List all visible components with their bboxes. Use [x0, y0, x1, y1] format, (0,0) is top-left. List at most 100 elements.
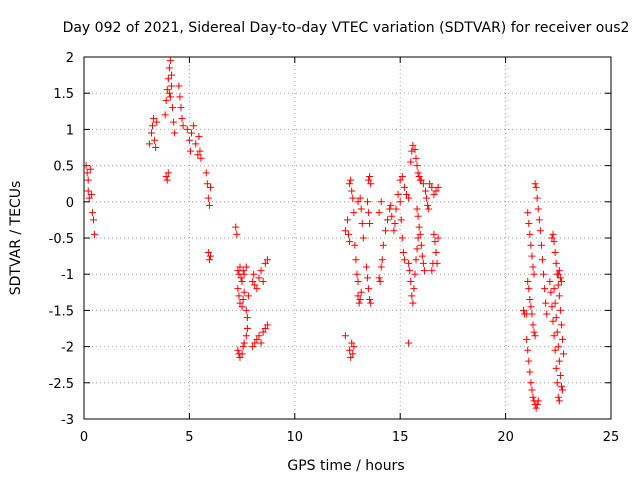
data-point [524, 277, 532, 285]
data-point [424, 201, 432, 209]
data-point [557, 277, 565, 285]
data-point [528, 310, 536, 318]
data-point [550, 238, 558, 246]
data-point [362, 263, 370, 271]
chart-title: Day 092 of 2021, Sidereal Day-to-day VTE… [63, 20, 630, 36]
data-point [550, 332, 558, 340]
data-point [366, 296, 374, 304]
data-point [341, 332, 349, 340]
data-point [530, 328, 538, 336]
data-point [543, 310, 551, 318]
data-point [347, 176, 355, 184]
data-point [392, 205, 400, 213]
data-point [242, 263, 250, 271]
data-point [357, 288, 365, 296]
data-point [524, 209, 532, 217]
data-point [349, 194, 357, 202]
y-tick-label: 0 [66, 196, 74, 211]
data-point [547, 288, 555, 296]
data-point [398, 234, 406, 242]
data-point [529, 321, 537, 329]
data-point [416, 230, 424, 238]
x-tick-label: 10 [287, 430, 304, 445]
data-point [190, 122, 198, 130]
data-point [346, 346, 354, 354]
data-point [528, 386, 536, 394]
data-point [145, 140, 153, 148]
data-point [418, 252, 426, 260]
data-point [238, 277, 246, 285]
data-point [257, 339, 265, 347]
data-point [257, 267, 265, 275]
data-point [551, 248, 559, 256]
data-point [183, 125, 191, 133]
data-point [205, 201, 213, 209]
data-point [425, 205, 433, 213]
data-point [538, 256, 546, 264]
data-point [147, 129, 155, 137]
data-point [365, 176, 373, 184]
data-point [412, 154, 420, 162]
data-point [420, 267, 428, 275]
data-point [251, 339, 259, 347]
data-point [358, 220, 366, 228]
x-tick-label: 15 [392, 430, 409, 445]
data-point [549, 230, 557, 238]
data-point [88, 209, 96, 217]
data-point [84, 176, 92, 184]
data-point [349, 350, 357, 358]
data-point [408, 147, 416, 155]
data-point [196, 147, 204, 155]
data-point [356, 194, 364, 202]
data-point [151, 136, 159, 144]
data-point [409, 299, 417, 307]
x-tick-label: 0 [80, 430, 88, 445]
plot-frame [83, 56, 612, 420]
data-point [552, 314, 560, 322]
data-point [430, 230, 438, 238]
y-tick-label: -2 [61, 341, 74, 356]
data-point [560, 350, 568, 358]
data-point [176, 93, 184, 101]
data-point [206, 183, 214, 191]
data-point [405, 194, 413, 202]
data-point [527, 303, 535, 311]
data-point [409, 141, 417, 149]
data-point [415, 223, 423, 231]
data-point [553, 328, 561, 336]
data-point [396, 176, 404, 184]
data-point [526, 230, 534, 238]
data-point [261, 325, 269, 332]
data-point [364, 198, 372, 206]
data-point [434, 183, 442, 191]
data-point [412, 256, 420, 264]
data-point [554, 270, 562, 278]
data-point [386, 205, 394, 213]
data-point [239, 343, 247, 351]
data-point [552, 259, 560, 267]
data-point [166, 93, 174, 101]
data-point [379, 241, 387, 249]
data-point [407, 277, 415, 285]
data-point [161, 111, 169, 119]
data-point [400, 183, 408, 191]
data-point [239, 296, 247, 304]
data-point [419, 180, 427, 188]
data-point [344, 216, 351, 224]
data-point [535, 216, 543, 224]
data-point [375, 274, 383, 282]
data-point [185, 136, 193, 144]
data-point [397, 216, 405, 224]
data-point [559, 386, 567, 394]
data-point [429, 259, 437, 267]
data-point [555, 267, 563, 275]
data-point [551, 299, 559, 307]
data-point [549, 317, 557, 325]
data-point [84, 187, 92, 195]
data-point [407, 158, 415, 166]
data-point [430, 191, 438, 199]
data-point [406, 267, 414, 275]
data-point [556, 306, 564, 314]
data-point [170, 118, 178, 126]
